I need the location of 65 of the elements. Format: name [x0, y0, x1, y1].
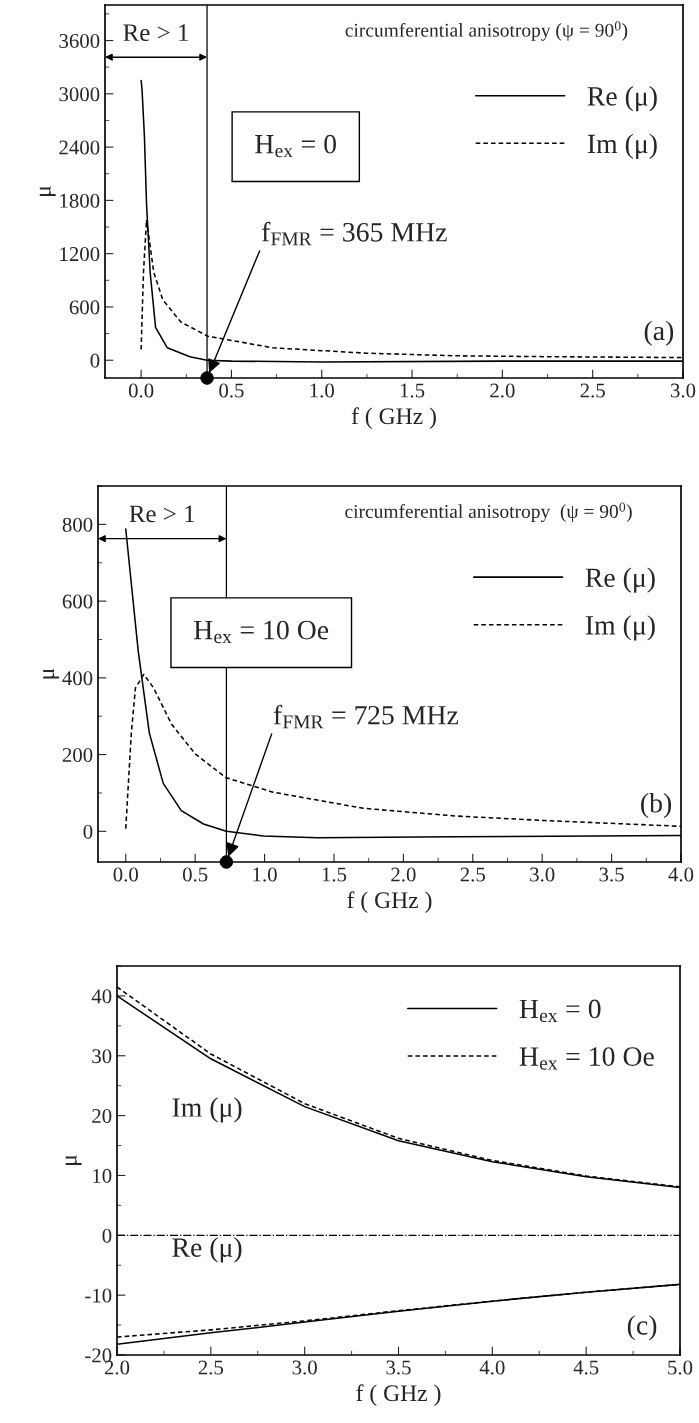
x-tick-label: 1.5 — [400, 383, 425, 398]
annotation: Re (μ) — [172, 1237, 242, 1263]
x-tick-label: 5.0 — [668, 1360, 693, 1375]
x-tick-label: 3.0 — [530, 867, 555, 882]
y-tick-label: 1800 — [60, 193, 100, 208]
x-tick-label: 1.0 — [253, 867, 277, 882]
y-tick-label: 3600 — [59, 33, 100, 48]
x-tick-label: 2.5 — [198, 1360, 224, 1375]
y-tick-label: 400 — [62, 671, 93, 686]
x-tick-label: 0.0 — [128, 383, 154, 398]
legend-label: Im (μ) — [585, 615, 655, 641]
legend-label: Re (μ) — [585, 567, 655, 593]
y-tick-label: 2400 — [59, 140, 100, 155]
x-tick-label: 3.0 — [670, 383, 696, 398]
y-tick-label: 10 — [93, 1168, 112, 1183]
annotation: f$_{FMR}$ = 725 MHz — [273, 704, 459, 729]
y-axis-title: μ — [65, 1155, 82, 1165]
annotation: circumferential anisotropy (ψ = 90$^{0}$) — [345, 502, 632, 522]
y-tick-label: 0 — [83, 824, 93, 839]
y-axis-title: μ — [43, 668, 60, 679]
y-tick-label: 30 — [92, 1049, 112, 1064]
legend-label: H$_{ex}$ = 10 Oe — [519, 1047, 654, 1070]
y-tick-label: 1200 — [60, 247, 100, 262]
y-tick-label: 600 — [69, 300, 100, 315]
legend-label: H$_{ex}$ = 0 — [519, 999, 601, 1023]
x-tick-label: 0.0 — [113, 867, 138, 882]
y-tick-label: 600 — [62, 594, 93, 609]
x-axis-title: f ( GHz ) — [351, 407, 436, 429]
x-tick-label: 4.0 — [668, 867, 694, 882]
annotation: circumferential anisotropy (ψ = 90$^{0}$) — [345, 21, 628, 41]
legend-label: Re (μ) — [587, 86, 657, 112]
y-tick-label: 40 — [91, 989, 112, 1004]
x-tick-label: 3.5 — [386, 1360, 411, 1375]
y-tick-label: 800 — [62, 517, 93, 532]
y-tick-label: 0 — [90, 353, 100, 368]
y-tick-label: 20 — [92, 1108, 112, 1124]
annotation: Re > 1 — [123, 24, 188, 42]
x-tick-label: 0.5 — [182, 867, 208, 882]
annotation: (c) — [627, 1315, 657, 1341]
x-tick-label: 1.5 — [322, 867, 347, 882]
annotation: Im (μ) — [172, 1097, 242, 1123]
x-tick-label: 2.5 — [460, 867, 485, 882]
x-tick-label: 3.0 — [292, 1360, 317, 1375]
y-tick-label: 200 — [62, 747, 93, 762]
x-tick-label: 4.5 — [573, 1360, 599, 1375]
annotation: (b) — [641, 793, 672, 819]
legend-label: Im (μ) — [587, 133, 657, 159]
y-tick-label: -10 — [85, 1288, 112, 1303]
y-tick-label: 0 — [102, 1228, 112, 1243]
x-tick-label: 2.0 — [490, 383, 515, 398]
x-tick-label: 0.5 — [219, 383, 244, 398]
annotation: f$_{FMR}$ = 365 MHz — [261, 221, 447, 246]
annotation: Re > 1 — [129, 505, 195, 523]
x-tick-label: 2.5 — [580, 383, 605, 398]
annotation: (a) — [644, 320, 674, 346]
x-axis-title: f ( GHz ) — [356, 1384, 441, 1406]
y-axis-title: μ — [39, 186, 56, 196]
annotation: H$_{ex}$ = 0 — [255, 134, 337, 158]
x-axis-title: f ( GHz ) — [347, 891, 432, 913]
x-tick-label: 4.0 — [479, 1360, 505, 1375]
y-tick-label: 3000 — [59, 87, 100, 102]
x-tick-label: 3.5 — [599, 867, 624, 882]
annotation: H$_{ex}$ = 10 Oe — [193, 620, 329, 644]
x-tick-label: 1.0 — [310, 383, 334, 398]
x-tick-label: 2.0 — [391, 867, 416, 882]
